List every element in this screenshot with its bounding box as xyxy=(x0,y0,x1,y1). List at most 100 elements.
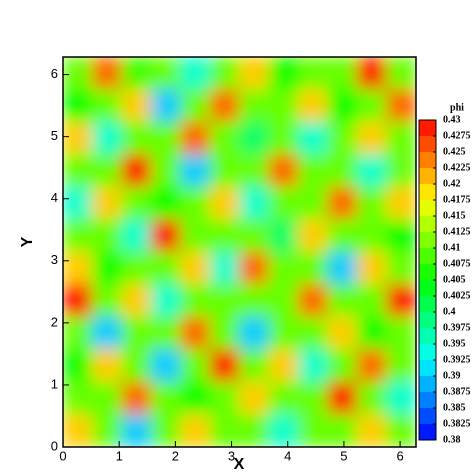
field xyxy=(63,57,416,447)
field-cell xyxy=(239,316,270,350)
x-tick-label: 0 xyxy=(59,448,66,463)
y-tick-label: 5 xyxy=(51,128,58,143)
field-cell xyxy=(386,414,416,447)
field-cell xyxy=(121,186,152,220)
field-cell xyxy=(91,57,123,90)
colorbar-segment xyxy=(419,408,436,425)
colorbar-label: 0.4025 xyxy=(443,290,471,301)
field-cell xyxy=(239,219,270,253)
field-cell xyxy=(209,349,240,383)
x-axis-label: X xyxy=(234,456,245,473)
field-cell xyxy=(180,121,211,155)
colorbar-label: 0.4175 xyxy=(443,194,471,205)
colorbar-segment xyxy=(419,360,436,377)
field-cell xyxy=(386,284,416,318)
field-cell xyxy=(209,251,240,285)
field-cell xyxy=(91,381,123,415)
x-tick-label: 2 xyxy=(172,448,179,463)
field-cell xyxy=(356,251,388,285)
field-cell xyxy=(297,219,329,253)
field-cell xyxy=(297,284,329,318)
field-cell xyxy=(150,316,182,350)
field-cell xyxy=(150,219,182,253)
field-cell xyxy=(356,381,388,415)
colorbar-label: 0.42 xyxy=(443,178,461,189)
field-cell xyxy=(150,57,182,90)
y-tick-label: 0 xyxy=(51,438,58,453)
field-cell xyxy=(327,316,358,350)
colorbar-title: phi xyxy=(450,102,464,113)
field-cell xyxy=(327,219,358,253)
field-cell xyxy=(150,186,182,220)
y-tick-label: 6 xyxy=(51,66,58,81)
field-cell xyxy=(63,284,93,318)
colorbar-segment xyxy=(419,328,436,345)
field-cell xyxy=(327,251,358,285)
field-cell xyxy=(209,89,240,123)
field-cell xyxy=(209,186,240,220)
field-cell xyxy=(150,154,182,188)
field-cell xyxy=(386,219,416,253)
y-tick-label: 1 xyxy=(51,376,58,391)
field-cell xyxy=(297,154,329,188)
field-cell xyxy=(297,316,329,350)
field-cell xyxy=(91,284,123,318)
field-cell xyxy=(239,381,270,415)
field-cell xyxy=(121,381,152,415)
field-cell xyxy=(386,89,416,123)
field-cell xyxy=(180,219,211,253)
field-cell xyxy=(297,414,329,447)
field-cell xyxy=(268,251,299,285)
field-cell xyxy=(297,57,329,90)
field-cell xyxy=(209,381,240,415)
colorbar-segment xyxy=(419,248,436,265)
field-cell xyxy=(386,349,416,383)
field-cell xyxy=(356,284,388,318)
colorbar-segment xyxy=(419,232,436,249)
field-cell xyxy=(63,219,93,253)
field-cell xyxy=(209,121,240,155)
colorbar-segment xyxy=(419,312,436,329)
field-cell xyxy=(268,186,299,220)
field-cells xyxy=(63,57,416,447)
field-cell xyxy=(91,186,123,220)
field-cell xyxy=(180,381,211,415)
field-cell xyxy=(180,186,211,220)
field-cell xyxy=(239,251,270,285)
field-cell xyxy=(209,57,240,90)
field-cell xyxy=(121,219,152,253)
field-cell xyxy=(327,381,358,415)
field-cell xyxy=(121,284,152,318)
field-cell xyxy=(121,121,152,155)
field-cell xyxy=(91,349,123,383)
field-cell xyxy=(356,186,388,220)
field-cell xyxy=(268,284,299,318)
field-cell xyxy=(239,349,270,383)
colorbar-label: 0.4125 xyxy=(443,226,471,237)
field-cell xyxy=(180,414,211,447)
colorbar-label: 0.3875 xyxy=(443,386,471,397)
field-cell xyxy=(356,349,388,383)
colorbar-label: 0.415 xyxy=(443,210,466,221)
field-cell xyxy=(209,316,240,350)
field-cell xyxy=(91,316,123,350)
colorbar-label: 0.3975 xyxy=(443,322,471,333)
y-axis-label: Y xyxy=(19,236,36,247)
field-cell xyxy=(209,414,240,447)
colorbar-segment xyxy=(419,392,436,409)
field-cell xyxy=(386,186,416,220)
colorbar-label: 0.3925 xyxy=(443,354,471,365)
colorbar-segment xyxy=(419,216,436,233)
field-cell xyxy=(63,381,93,415)
field-cell xyxy=(356,121,388,155)
field-cell xyxy=(239,186,270,220)
colorbar-label: 0.4075 xyxy=(443,258,471,269)
field-cell xyxy=(297,251,329,285)
field-cell xyxy=(150,414,182,447)
colorbar-label: 0.405 xyxy=(443,274,466,285)
field-cell xyxy=(327,349,358,383)
colorbar-label: 0.38 xyxy=(443,434,461,445)
colorbar-segment xyxy=(419,136,436,153)
field-cell xyxy=(180,154,211,188)
